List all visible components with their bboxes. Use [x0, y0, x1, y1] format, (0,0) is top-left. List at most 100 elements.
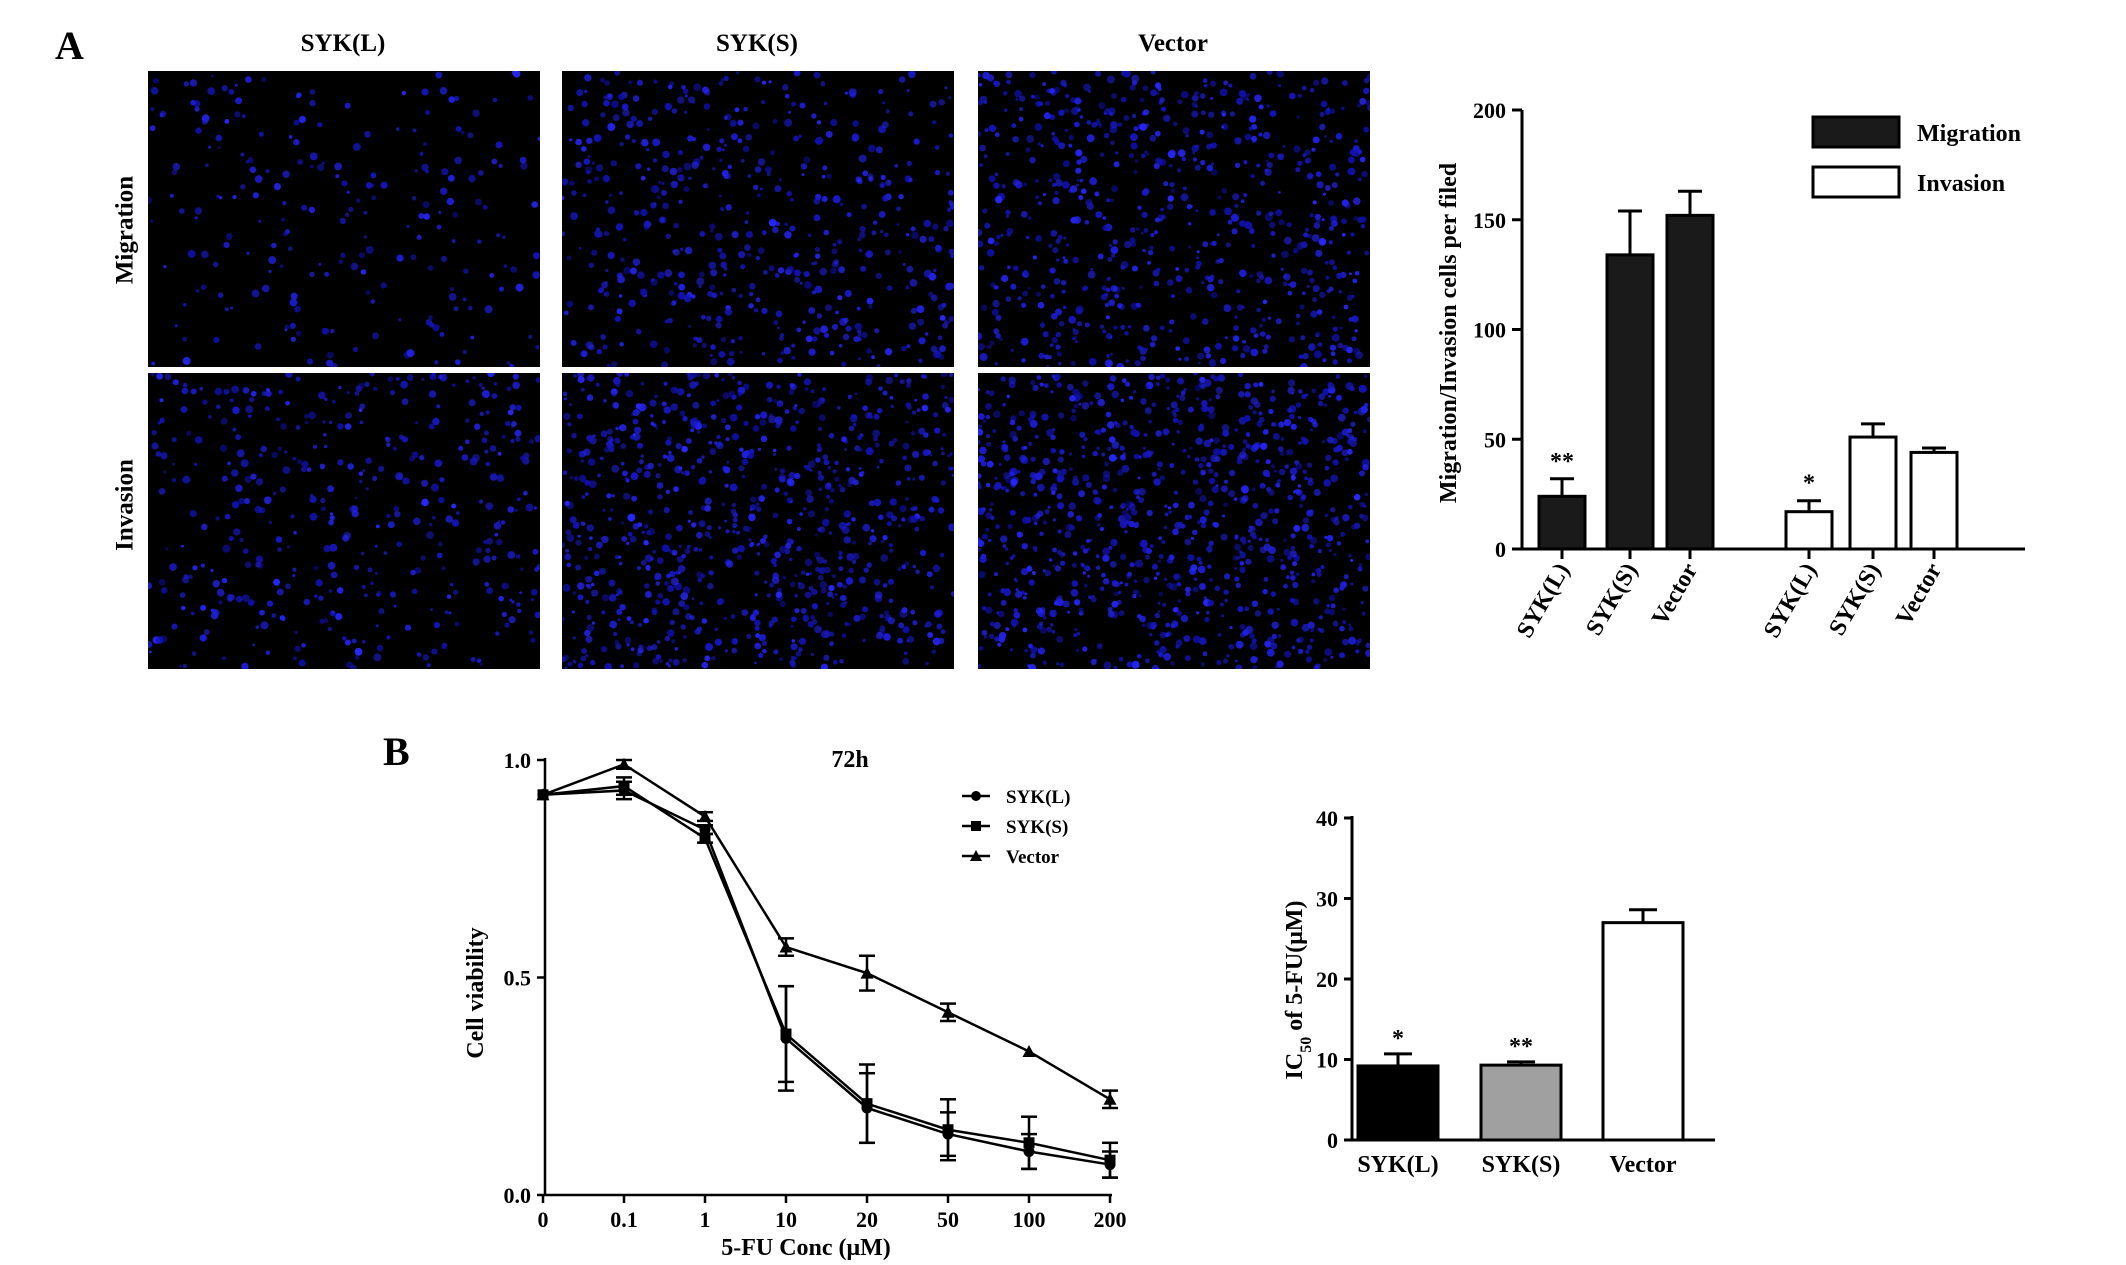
- nucleus: [653, 79, 658, 84]
- nucleus: [1248, 525, 1253, 530]
- nucleus: [1194, 457, 1200, 462]
- nucleus: [1026, 135, 1035, 143]
- nucleus: [763, 270, 768, 275]
- nucleus: [700, 505, 706, 511]
- nucleus: [1314, 213, 1321, 221]
- nucleus: [1227, 219, 1233, 225]
- nucleus: [1283, 583, 1288, 589]
- nucleus: [1210, 80, 1216, 87]
- nucleus: [686, 438, 692, 444]
- nucleus: [1280, 564, 1287, 571]
- nucleus: [937, 637, 945, 645]
- nucleus: [1208, 540, 1214, 546]
- nucleus: [396, 541, 402, 547]
- nucleus: [711, 655, 716, 661]
- nucleus: [815, 136, 824, 145]
- nucleus: [673, 222, 679, 229]
- nucleus: [1157, 87, 1162, 91]
- nucleus: [451, 239, 456, 244]
- nucleus: [632, 433, 636, 437]
- nucleus: [1289, 413, 1295, 420]
- nucleus: [1072, 327, 1076, 332]
- nucleus: [1258, 411, 1263, 416]
- nucleus: [1037, 510, 1044, 517]
- nucleus: [1236, 458, 1243, 465]
- nucleus: [182, 336, 188, 342]
- nucleus: [1306, 644, 1313, 651]
- nucleus: [1236, 304, 1244, 311]
- nucleus: [1290, 618, 1299, 627]
- nucleus: [1113, 591, 1119, 597]
- nucleus: [586, 394, 594, 401]
- nucleus: [1268, 221, 1276, 229]
- nucleus: [710, 344, 716, 350]
- nucleus: [841, 526, 850, 534]
- nucleus: [736, 71, 740, 75]
- nucleus: [327, 485, 335, 493]
- nucleus: [301, 643, 306, 648]
- nucleus: [978, 570, 986, 579]
- nucleus: [702, 143, 711, 151]
- nucleus: [1061, 552, 1066, 556]
- y-tick-label: 0.5: [504, 966, 532, 991]
- data-point: [617, 757, 631, 770]
- nucleus: [683, 186, 690, 192]
- nucleus: [1037, 142, 1041, 146]
- nucleus: [294, 645, 301, 652]
- nucleus: [1191, 94, 1199, 102]
- nucleus: [1022, 627, 1028, 633]
- nucleus: [1313, 665, 1320, 669]
- nucleus: [1304, 476, 1308, 481]
- nucleus: [1219, 602, 1224, 607]
- nucleus: [811, 588, 818, 596]
- nucleus: [748, 513, 756, 522]
- nucleus: [865, 447, 874, 456]
- nucleus: [1319, 628, 1325, 634]
- nucleus: [1005, 152, 1010, 156]
- nucleus: [995, 314, 1002, 321]
- nucleus: [1203, 509, 1210, 516]
- nucleus: [1328, 240, 1333, 245]
- nucleus: [709, 354, 713, 357]
- nucleus: [1208, 468, 1214, 474]
- nucleus: [811, 290, 816, 295]
- nuclei: [562, 373, 954, 669]
- nucleus: [1302, 469, 1308, 475]
- nucleus: [747, 252, 752, 258]
- nucleus: [1258, 132, 1263, 137]
- nucleus: [1362, 463, 1369, 471]
- nucleus: [419, 151, 424, 156]
- nucleus: [586, 624, 595, 632]
- nucleus: [623, 492, 631, 500]
- nucleus: [1099, 586, 1105, 591]
- nucleus: [268, 269, 272, 273]
- nucleus: [1024, 648, 1028, 653]
- nucleus: [313, 444, 317, 449]
- nucleus: [413, 517, 421, 526]
- nucleus: [726, 460, 730, 464]
- nucleus: [1138, 487, 1146, 496]
- nucleus: [562, 542, 565, 548]
- nucleus: [978, 428, 984, 436]
- nucleus: [301, 460, 309, 468]
- nucleus: [577, 662, 584, 669]
- nucleus: [738, 293, 743, 299]
- nucleus: [353, 564, 360, 571]
- nucleus: [927, 632, 934, 638]
- nucleus: [827, 611, 833, 618]
- nucleus: [516, 554, 521, 559]
- nucleus: [1083, 83, 1091, 92]
- nucleus: [532, 548, 539, 555]
- nucleus: [438, 374, 443, 380]
- nucleus: [997, 642, 1002, 647]
- nucleus: [1288, 336, 1296, 343]
- nucleus: [1129, 237, 1136, 244]
- nucleus: [745, 133, 753, 141]
- nucleus: [1309, 277, 1315, 284]
- nucleus: [520, 455, 526, 461]
- nucleus: [703, 183, 709, 189]
- nucleus: [824, 332, 829, 338]
- nucleus: [1363, 504, 1367, 508]
- nucleus: [1234, 428, 1238, 432]
- nucleus: [879, 625, 886, 632]
